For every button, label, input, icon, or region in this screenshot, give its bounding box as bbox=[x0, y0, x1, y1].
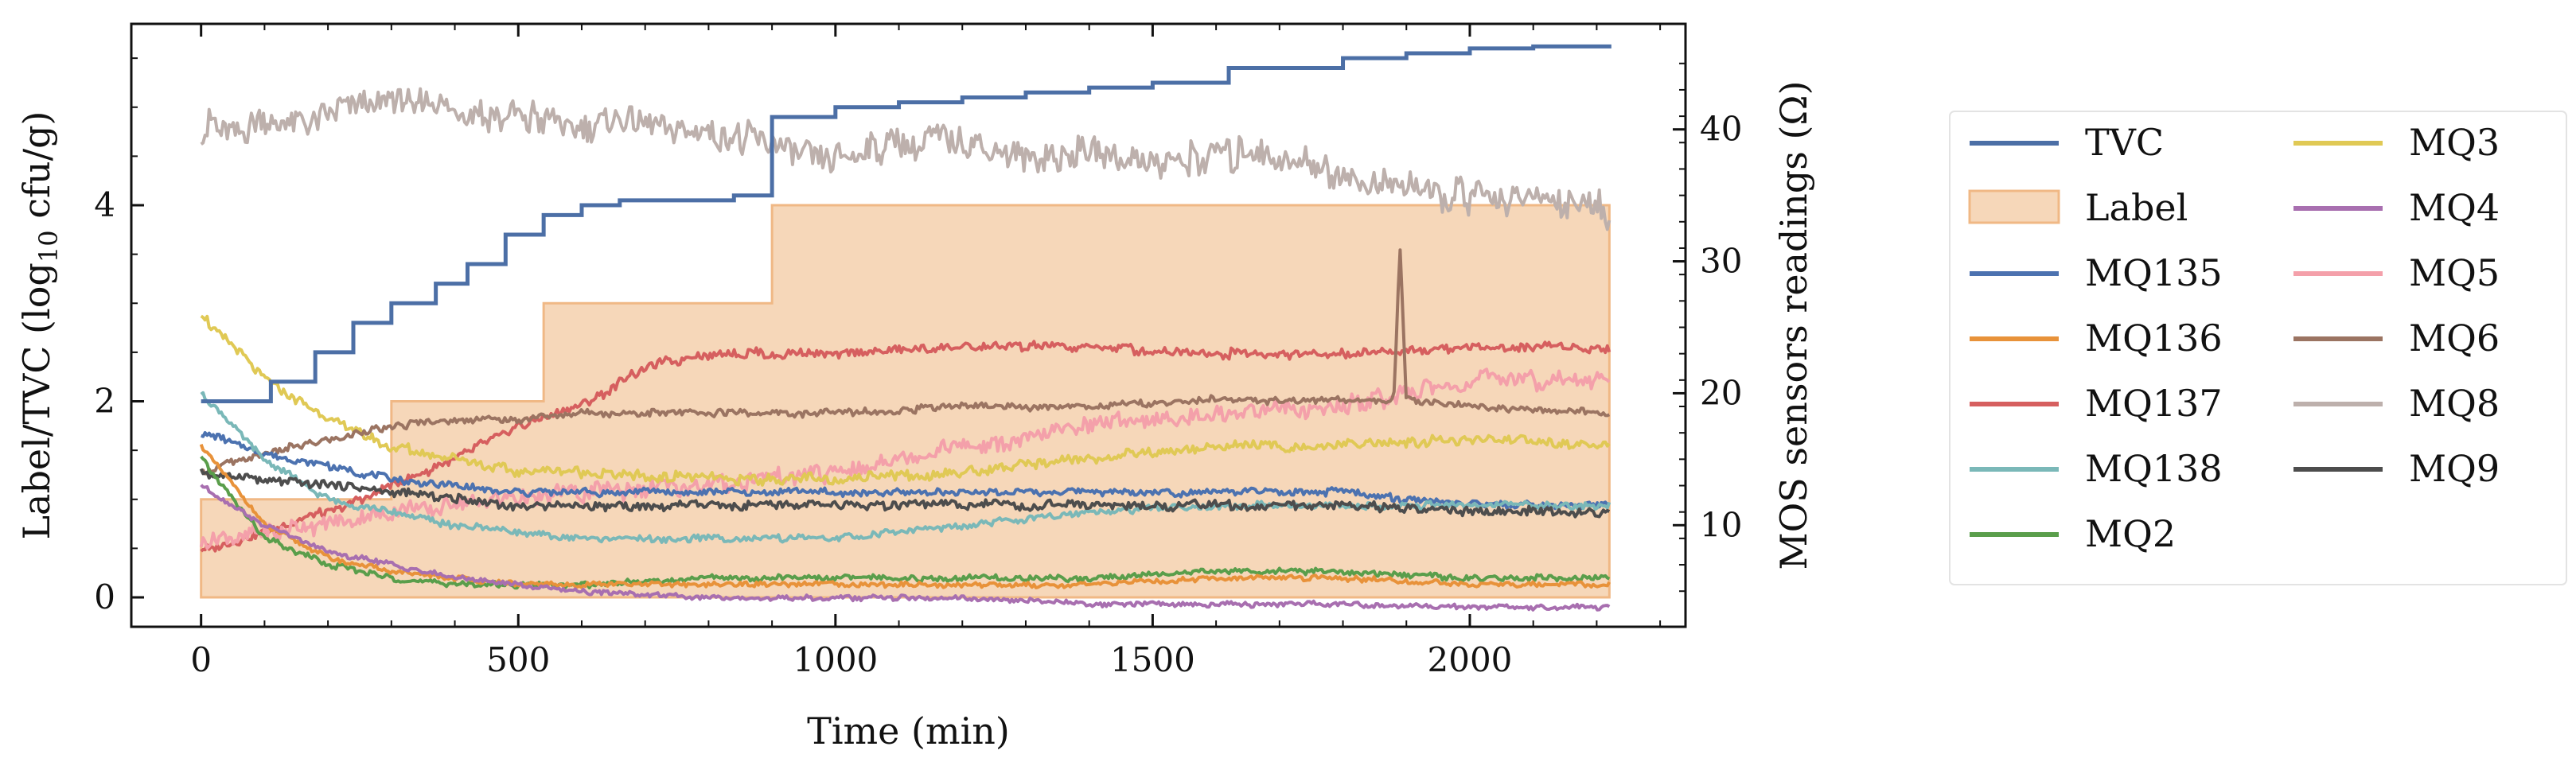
legend-item-mq137: MQ137 bbox=[1970, 382, 2223, 425]
series-group bbox=[199, 44, 1611, 612]
legend-label: MQ4 bbox=[2409, 186, 2500, 229]
series-mq9-line bbox=[199, 468, 1611, 519]
legend-label: MQ5 bbox=[2409, 251, 2500, 294]
series-mq135-line bbox=[201, 431, 1610, 511]
plot-frame bbox=[130, 22, 1687, 628]
series-tvc-line bbox=[201, 44, 1611, 404]
legend-item-mq9: MQ9 bbox=[2293, 447, 2500, 490]
legend-item-mq138: MQ138 bbox=[1970, 447, 2223, 490]
y-left-tick-label: 4 bbox=[94, 185, 115, 224]
legend-item-mq3: MQ3 bbox=[2293, 121, 2500, 164]
legend-item-mq4: MQ4 bbox=[2293, 186, 2500, 229]
legend: TVC Label MQ135 MQ136 MQ137 MQ138 MQ2 MQ3 MQ4 MQ5… bbox=[1949, 111, 2567, 585]
y-right-tick-label: 40 bbox=[1700, 110, 1742, 149]
x-axis-label: Time (min) bbox=[807, 710, 1010, 752]
series-mq137-line bbox=[200, 340, 1611, 553]
legend-item-mq135: MQ135 bbox=[1970, 251, 2223, 294]
legend-label: MQ138 bbox=[2085, 447, 2223, 490]
plot-area bbox=[199, 44, 1611, 612]
legend-item-tvc: TVC bbox=[1970, 121, 2164, 164]
axes: 0 500 1000 1500 2000 0 2 4 10 20 30 40 Time (min) Lab… bbox=[15, 22, 1815, 752]
series-mq3-line bbox=[200, 314, 1611, 487]
x-tick-label: 1500 bbox=[1110, 640, 1195, 679]
y-left-axis-label: Label/TVC (log10 cfu/g) bbox=[15, 111, 64, 539]
legend-label: MQ135 bbox=[2085, 251, 2223, 294]
legend-label: MQ9 bbox=[2409, 447, 2500, 490]
x-tick-label: 1000 bbox=[793, 640, 878, 679]
series-mq4-line bbox=[200, 484, 1611, 612]
x-tick-label: 500 bbox=[486, 640, 550, 679]
legend-item-mq6: MQ6 bbox=[2293, 317, 2500, 360]
x-tick-label: 0 bbox=[190, 640, 212, 679]
series-mq2-line bbox=[200, 455, 1611, 590]
legend-label: TVC bbox=[2085, 121, 2164, 164]
series-mq6-line bbox=[201, 248, 1611, 476]
y-right-axis-label: MOS sensors readings (Ω) bbox=[1772, 80, 1815, 570]
series-mq5-line bbox=[199, 367, 1611, 550]
y-left-tick-label: 0 bbox=[94, 577, 115, 616]
legend-label: MQ137 bbox=[2085, 382, 2223, 425]
legend-label: MQ8 bbox=[2409, 382, 2500, 425]
legend-item-mq8: MQ8 bbox=[2293, 382, 2500, 425]
legend-item-label: Label bbox=[1968, 186, 2188, 229]
x-tick-label: 2000 bbox=[1428, 640, 1513, 679]
y-left-tick-label: 2 bbox=[94, 382, 115, 421]
legend-box bbox=[1949, 111, 2567, 585]
legend-item-mq136: MQ136 bbox=[1970, 317, 2223, 360]
legend-item-mq2: MQ2 bbox=[1970, 512, 2176, 555]
series-mq8-line bbox=[200, 87, 1611, 231]
y-right-tick-label: 20 bbox=[1700, 373, 1742, 412]
legend-item-mq5: MQ5 bbox=[2293, 251, 2500, 294]
legend-label: MQ6 bbox=[2409, 317, 2500, 360]
legend-label: MQ136 bbox=[2085, 317, 2223, 360]
legend-label: MQ3 bbox=[2409, 121, 2500, 164]
legend-label: Label bbox=[2085, 186, 2188, 229]
y-right-tick-label: 10 bbox=[1700, 505, 1742, 544]
y-right-tick-label: 30 bbox=[1700, 242, 1742, 281]
legend-swatch bbox=[1968, 189, 2060, 224]
legend-label: MQ2 bbox=[2085, 512, 2176, 555]
